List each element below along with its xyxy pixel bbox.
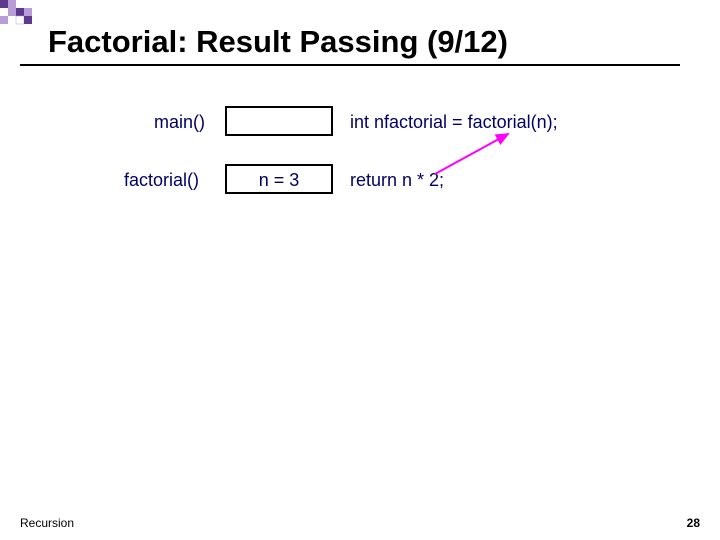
box-main [225,106,333,136]
page-number: 28 [687,516,700,530]
func-label-factorial: factorial() [124,170,199,191]
title-underline [20,64,680,66]
slide-title: Factorial: Result Passing (9/12) [48,24,508,60]
content-area: main() int nfactorial = factorial(n); fa… [20,100,700,216]
func-label-main: main() [154,112,205,133]
footer-label: Recursion [20,516,74,530]
logo-icon [0,0,48,30]
arrow-return [0,0,720,540]
row-factorial: factorial() n = 3 return n * 2; [20,158,700,216]
code-main: int nfactorial = factorial(n); [350,112,558,133]
code-factorial: return n * 2; [350,170,444,191]
row-main: main() int nfactorial = factorial(n); [20,100,700,158]
box-factorial: n = 3 [225,164,333,194]
